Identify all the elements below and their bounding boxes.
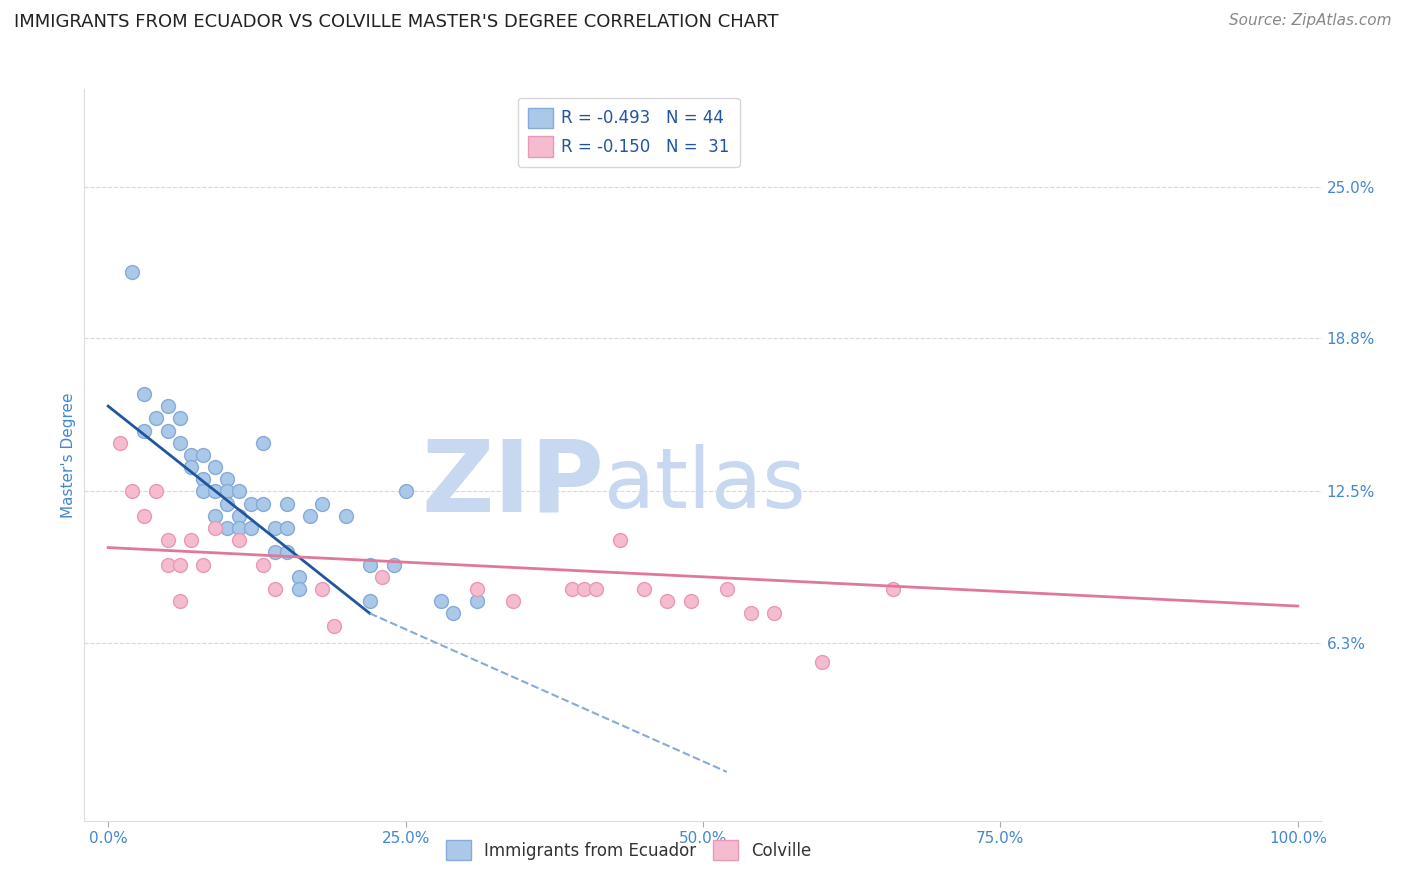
- Point: [132, 508, 155, 523]
- Point: [561, 582, 583, 596]
- Point: [323, 618, 346, 632]
- Point: [239, 497, 262, 511]
- Point: [716, 582, 738, 596]
- Point: [276, 497, 298, 511]
- Point: [359, 558, 381, 572]
- Point: [108, 435, 131, 450]
- Point: [287, 582, 309, 596]
- Text: Source: ZipAtlas.com: Source: ZipAtlas.com: [1229, 13, 1392, 29]
- Point: [204, 521, 226, 535]
- Point: [465, 594, 488, 608]
- Point: [252, 497, 274, 511]
- Point: [263, 521, 285, 535]
- Text: IMMIGRANTS FROM ECUADOR VS COLVILLE MASTER'S DEGREE CORRELATION CHART: IMMIGRANTS FROM ECUADOR VS COLVILLE MAST…: [14, 13, 779, 31]
- Point: [193, 484, 215, 499]
- Legend: Immigrants from Ecuador, Colville: Immigrants from Ecuador, Colville: [439, 833, 818, 867]
- Point: [882, 582, 904, 596]
- Text: ZIP: ZIP: [422, 435, 605, 533]
- Point: [371, 570, 394, 584]
- Point: [276, 521, 298, 535]
- Point: [228, 484, 250, 499]
- Point: [132, 424, 155, 438]
- Point: [204, 508, 226, 523]
- Point: [430, 594, 453, 608]
- Point: [276, 545, 298, 559]
- Point: [121, 484, 143, 499]
- Point: [287, 570, 309, 584]
- Point: [335, 508, 357, 523]
- Point: [169, 411, 191, 425]
- Point: [740, 607, 762, 621]
- Point: [145, 411, 167, 425]
- Point: [252, 558, 274, 572]
- Point: [156, 399, 179, 413]
- Point: [465, 582, 488, 596]
- Point: [681, 594, 703, 608]
- Point: [169, 558, 191, 572]
- Point: [228, 521, 250, 535]
- Y-axis label: Master's Degree: Master's Degree: [60, 392, 76, 517]
- Point: [228, 508, 250, 523]
- Point: [228, 533, 250, 548]
- Point: [204, 484, 226, 499]
- Point: [382, 558, 405, 572]
- Point: [217, 484, 239, 499]
- Point: [156, 424, 179, 438]
- Point: [394, 484, 416, 499]
- Point: [502, 594, 524, 608]
- Point: [299, 508, 322, 523]
- Point: [263, 582, 285, 596]
- Point: [811, 655, 834, 669]
- Point: [657, 594, 679, 608]
- Point: [204, 460, 226, 475]
- Point: [217, 521, 239, 535]
- Point: [585, 582, 607, 596]
- Point: [193, 558, 215, 572]
- Point: [311, 497, 333, 511]
- Point: [252, 435, 274, 450]
- Point: [239, 521, 262, 535]
- Point: [572, 582, 595, 596]
- Point: [156, 558, 179, 572]
- Point: [359, 594, 381, 608]
- Point: [217, 472, 239, 486]
- Point: [132, 387, 155, 401]
- Point: [263, 545, 285, 559]
- Point: [217, 497, 239, 511]
- Point: [156, 533, 179, 548]
- Point: [145, 484, 167, 499]
- Point: [121, 265, 143, 279]
- Point: [180, 448, 202, 462]
- Point: [609, 533, 631, 548]
- Point: [633, 582, 655, 596]
- Point: [763, 607, 786, 621]
- Point: [311, 582, 333, 596]
- Point: [180, 460, 202, 475]
- Point: [193, 448, 215, 462]
- Point: [441, 607, 464, 621]
- Point: [180, 533, 202, 548]
- Point: [193, 472, 215, 486]
- Point: [169, 594, 191, 608]
- Text: atlas: atlas: [605, 443, 806, 524]
- Point: [169, 435, 191, 450]
